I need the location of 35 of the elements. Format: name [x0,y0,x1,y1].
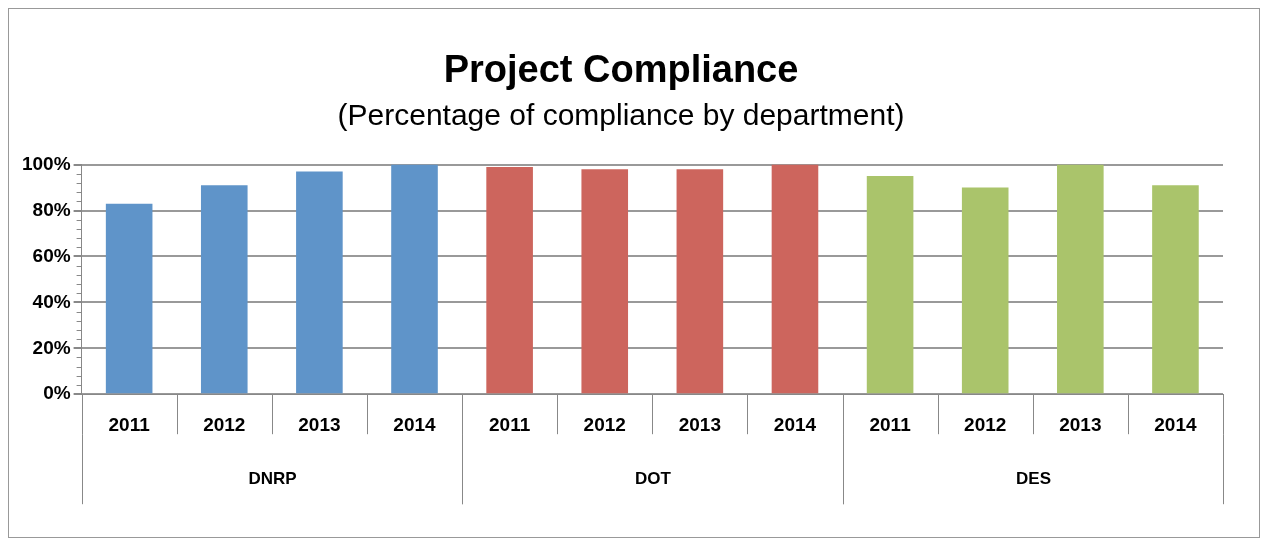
y-tick-label: 80% [32,198,71,220]
y-tick-label: 20% [32,336,71,358]
bar [200,185,248,394]
x-tick-label: 2013 [1059,413,1102,435]
text: DES [1016,468,1051,488]
x-tick-label: 2012 [964,413,1007,435]
y-tick-label: 60% [32,244,71,266]
text: DNRP [248,468,297,488]
bar [676,169,724,394]
chart-title: Project Compliance [443,48,799,91]
x-tick-label: 2014 [393,413,437,435]
x-tick-label: 2012 [583,413,626,435]
chart-subtitle: (Percentage of compliance by department) [337,97,905,131]
x-tick-label: 2011 [869,413,912,435]
bar [486,166,533,394]
x-tick-label: 2013 [298,413,341,435]
bar [1152,185,1199,394]
bar [771,164,819,394]
bar [391,164,438,394]
y-tick-label: 100% [21,152,71,174]
x-tick-label: 2011 [489,413,531,435]
bar [1057,164,1104,394]
y-tick-label: 40% [32,290,71,312]
y-tick-label: 0% [43,382,71,404]
bar [296,171,343,394]
text: DOT [635,468,672,488]
bar [581,169,629,394]
bar [961,187,1009,394]
x-tick-label: 2012 [203,413,246,435]
x-tick-label: 2013 [678,413,721,435]
bar [866,176,914,394]
x-tick-label: 2011 [108,413,151,435]
x-tick-label: 2014 [1154,413,1197,435]
bar [105,203,153,394]
x-tick-label: 2014 [773,413,817,435]
